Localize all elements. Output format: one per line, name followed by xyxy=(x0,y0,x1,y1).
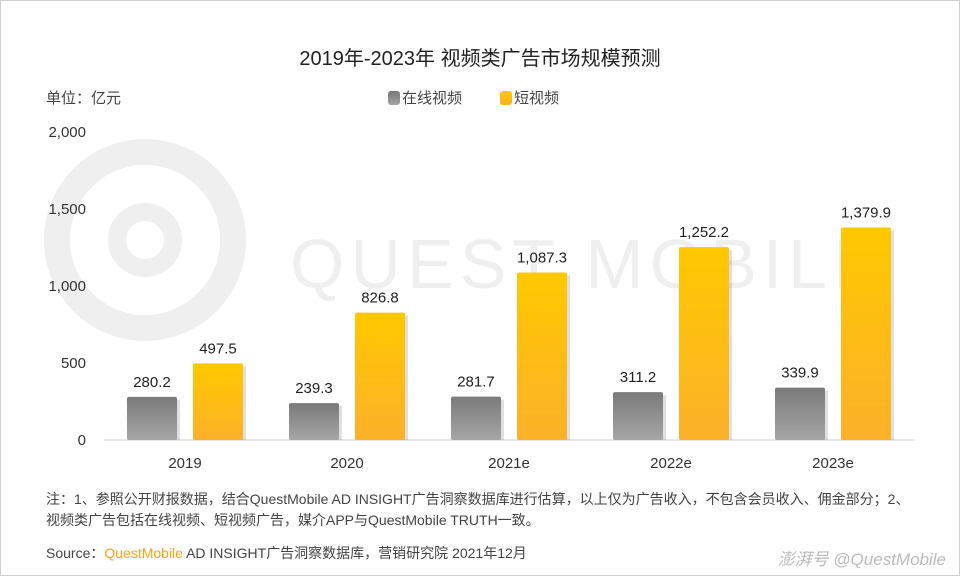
data-label: 280.2 xyxy=(133,374,171,391)
data-label: 826.8 xyxy=(361,290,399,307)
unit-label: 单位：亿元 xyxy=(46,90,122,107)
legend-label: 短视频 xyxy=(514,90,560,107)
x-tick-label: 2022e xyxy=(650,455,692,472)
x-tick-label: 2019 xyxy=(168,455,201,472)
x-tick-label: 2023e xyxy=(812,455,854,472)
bar-online-video xyxy=(451,396,501,440)
bar-short-video xyxy=(193,363,243,440)
data-label: 1,379.9 xyxy=(841,204,891,221)
bar-short-video xyxy=(841,227,891,440)
y-tick-label: 500 xyxy=(61,355,86,372)
bar-online-video xyxy=(613,392,663,440)
data-label: 497.5 xyxy=(199,340,237,357)
y-tick-label: 1,000 xyxy=(48,278,86,295)
watermark: QUEST MOBILE xyxy=(44,139,886,341)
legend: 在线视频 短视频 xyxy=(388,87,559,108)
bar-online-video xyxy=(775,387,825,440)
data-label: 1,087.3 xyxy=(517,250,567,267)
x-tick-label: 2020 xyxy=(330,455,363,472)
y-tick-label: 1,500 xyxy=(48,201,86,218)
credit-watermark: 澎湃号 @QuestMobile xyxy=(777,550,946,569)
source-rest: AD INSIGHT广告洞察数据库，营销研究院 2021年12月 xyxy=(182,545,527,561)
legend-swatch-online xyxy=(388,91,400,105)
legend-item-online: 在线视频 xyxy=(388,87,462,108)
legend-swatch-short xyxy=(500,91,513,105)
legend-label: 在线视频 xyxy=(402,90,463,107)
y-tick-label: 0 xyxy=(78,432,86,449)
legend-item-short: 短视频 xyxy=(500,87,559,108)
chart-title: 2019年-2023年 视频类广告市场规模预测 xyxy=(299,48,661,70)
bar-short-video xyxy=(679,247,729,440)
data-label: 239.3 xyxy=(295,380,333,397)
svg-text:QUEST MOBILE: QUEST MOBILE xyxy=(290,225,886,303)
bar-online-video xyxy=(289,403,339,440)
data-label: 1,252.2 xyxy=(679,224,729,241)
data-label: 311.2 xyxy=(620,369,656,386)
bar-short-video xyxy=(517,272,567,440)
y-tick-label: 2,000 xyxy=(48,124,86,141)
source-brand: QuestMobile xyxy=(104,545,183,561)
data-label: 281.7 xyxy=(457,374,495,391)
data-label: 339.9 xyxy=(781,365,819,382)
source-prefix: Source： xyxy=(46,545,105,561)
x-tick-label: 2021e xyxy=(488,455,530,472)
bar-short-video xyxy=(355,312,405,440)
source-line: Source：QuestMobile AD INSIGHT广告洞察数据库，营销研… xyxy=(46,543,527,563)
footnote: 注：1、参照公开财报数据，结合QuestMobile AD INSIGHT广告洞… xyxy=(46,491,910,528)
bar-online-video xyxy=(127,396,177,440)
